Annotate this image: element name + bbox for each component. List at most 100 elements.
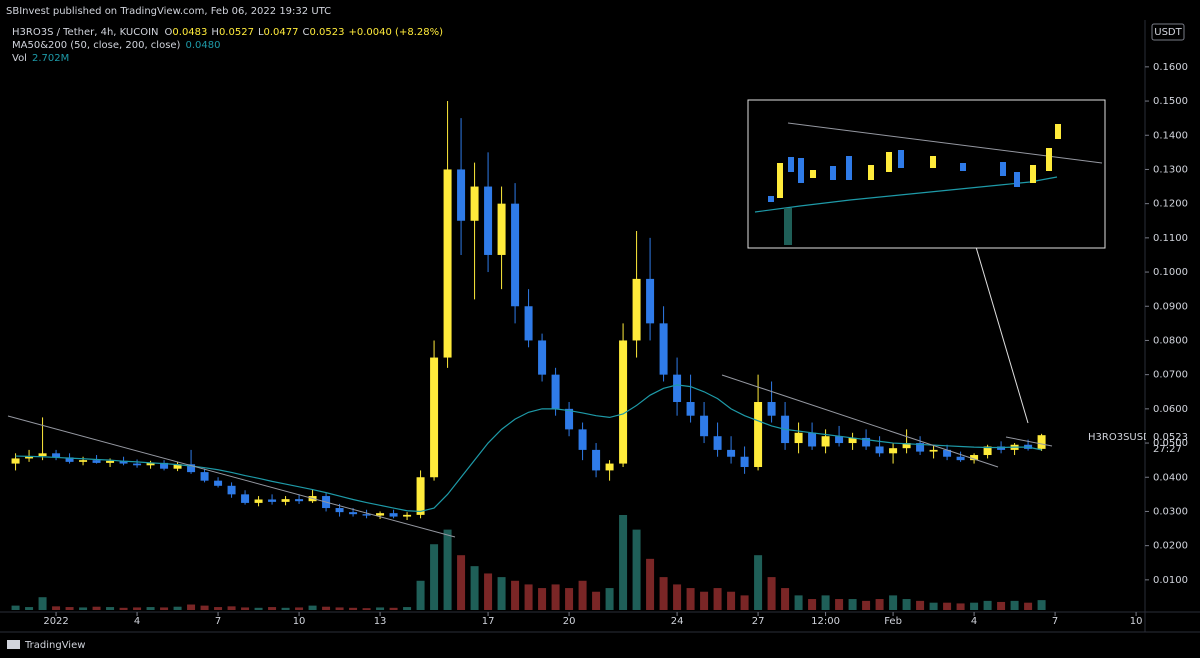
candle-body xyxy=(281,499,290,502)
pointer-line xyxy=(967,219,1029,424)
volume-bar xyxy=(281,607,290,610)
currency-badge[interactable] xyxy=(1151,23,1185,41)
legend-ma: MA50&200 (50, close, 200, close) 0.0480 xyxy=(12,40,220,51)
trend-line xyxy=(1005,436,1053,447)
inset-ma-line xyxy=(754,176,1058,213)
candle-body xyxy=(349,512,358,515)
volume-bar xyxy=(767,577,776,610)
legend-symbol: H3RO3S / Tether, 4h, KUCOIN xyxy=(12,27,159,38)
candle-body xyxy=(605,463,614,471)
volume-bar xyxy=(902,599,911,610)
candle-body xyxy=(835,436,844,444)
candle-body xyxy=(511,203,520,307)
volume-bar xyxy=(619,515,628,610)
volume-bar xyxy=(79,607,88,610)
candle-body xyxy=(875,446,884,454)
inset-candle xyxy=(768,196,774,202)
volume-bar xyxy=(754,555,763,610)
x-tick-label: 17 xyxy=(482,616,495,627)
volume-bar xyxy=(1010,600,1019,610)
candle-body xyxy=(430,357,439,478)
volume-bar xyxy=(1024,602,1033,610)
candle-body xyxy=(902,443,911,449)
volume-bar xyxy=(943,602,952,610)
volume-bar xyxy=(308,605,317,610)
y-tick-label: 0.0200 xyxy=(1153,541,1188,552)
x-tick-label: 7 xyxy=(215,616,221,627)
candle-body xyxy=(578,429,587,450)
inset-candle xyxy=(1000,162,1006,176)
candle-body xyxy=(538,340,547,375)
legend-field-value: 0.0523 xyxy=(310,27,345,38)
volume-bar xyxy=(551,584,560,610)
candle-body xyxy=(52,453,61,458)
candle-body xyxy=(106,460,115,463)
volume-bar xyxy=(268,607,277,610)
candle-body xyxy=(133,463,142,466)
trend-line xyxy=(721,374,999,468)
inset-candle xyxy=(930,156,936,168)
volume-bar xyxy=(497,577,506,610)
candle-body xyxy=(727,449,736,457)
volume-bar xyxy=(214,607,223,610)
x-tick-label: 7 xyxy=(1052,616,1058,627)
inset-candle xyxy=(830,166,836,180)
volume-bar xyxy=(52,606,61,610)
candle-body xyxy=(457,169,466,221)
candle-body xyxy=(862,437,871,447)
volume-bar xyxy=(632,529,641,610)
x-tick-label: 4 xyxy=(134,616,140,627)
y-tick-label: 0.1200 xyxy=(1153,199,1188,210)
y-tick-label: 0.0600 xyxy=(1153,404,1188,415)
countdown: 27:27 xyxy=(1153,444,1182,455)
inset-candle xyxy=(898,150,904,168)
candle-body xyxy=(929,449,938,452)
legend-vol-value: 2.702M xyxy=(32,53,69,64)
x-tick-label: Feb xyxy=(884,616,902,627)
volume-bar xyxy=(362,608,371,610)
inset-candle xyxy=(846,156,852,180)
candle-body xyxy=(686,402,695,416)
candle-body xyxy=(25,456,34,459)
volume-bar xyxy=(389,607,398,610)
candle-body xyxy=(268,499,277,502)
y-tick-label: 0.1300 xyxy=(1153,164,1188,175)
brand-logo xyxy=(7,640,20,649)
volume-bar xyxy=(565,588,574,610)
x-tick-label: 12:00 xyxy=(811,616,840,627)
x-tick-label: 20 xyxy=(563,616,576,627)
volume-bar xyxy=(929,602,938,610)
legend-vol-label: Vol xyxy=(12,53,27,64)
candle-body xyxy=(970,455,979,461)
volume-bar xyxy=(848,599,857,610)
last-price: 0.0523 xyxy=(1153,432,1188,443)
y-tick-label: 0.1000 xyxy=(1153,267,1188,278)
legend-ma-label: MA50&200 (50, close, 200, close) xyxy=(12,40,181,51)
volume-bar xyxy=(956,603,965,610)
candle-body xyxy=(551,374,560,409)
volume-bar xyxy=(970,602,979,610)
candle-body xyxy=(470,186,479,221)
candle-body xyxy=(565,408,574,430)
y-tick-label: 0.0300 xyxy=(1153,506,1188,517)
volume-bar xyxy=(997,601,1006,610)
candle-body xyxy=(92,460,101,463)
candle-body xyxy=(173,464,182,469)
volume-bar xyxy=(133,607,142,610)
candle-body xyxy=(794,432,803,444)
candle-body xyxy=(146,462,155,466)
volume-bar xyxy=(808,599,817,610)
volume-bar xyxy=(457,555,466,610)
candle-body xyxy=(200,472,209,481)
candle-body xyxy=(497,203,506,255)
currency-label[interactable]: USDT xyxy=(1154,27,1182,38)
candle-body xyxy=(11,458,20,464)
x-tick-label: 10 xyxy=(1130,616,1143,627)
brand: TradingView xyxy=(24,640,85,651)
volume-bar xyxy=(322,606,331,610)
candle-body xyxy=(362,514,371,516)
volume-bar xyxy=(119,607,128,610)
